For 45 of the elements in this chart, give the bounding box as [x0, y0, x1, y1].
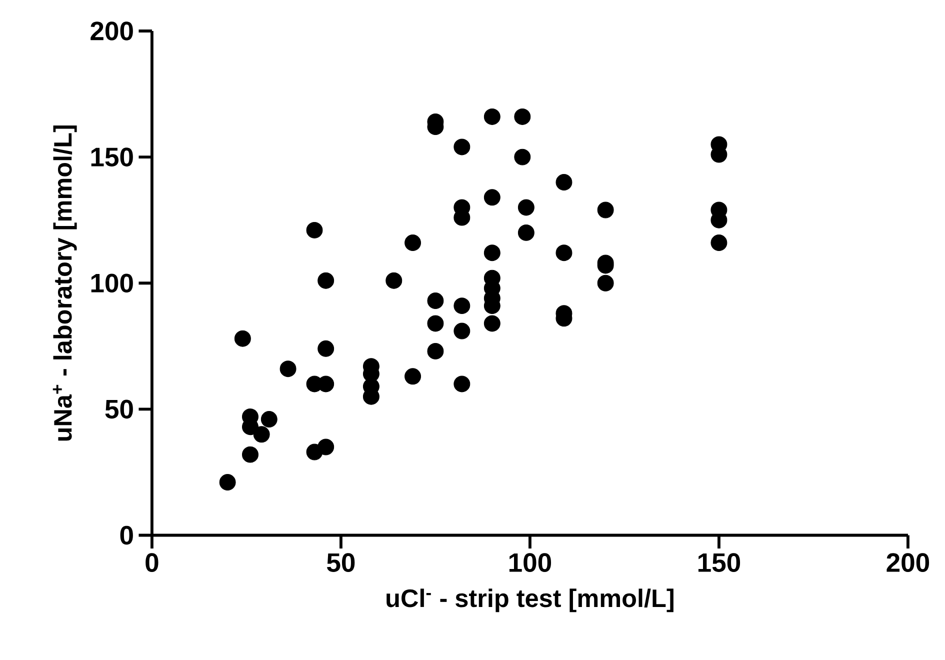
point	[484, 189, 500, 206]
y-tick-label: 0	[120, 526, 133, 545]
point	[306, 222, 323, 238]
point	[556, 244, 572, 262]
y-axis-title: uNa$^{+}$ - laboratory [mmol/L]	[52, 126, 77, 441]
point	[597, 202, 614, 218]
point	[253, 426, 270, 443]
point	[260, 411, 278, 428]
y-tick-label: 200	[90, 22, 133, 40]
x-tick-label: 50	[326, 553, 355, 572]
point	[454, 376, 470, 392]
point	[518, 199, 534, 216]
x-axis-title: uCl$^{-}$ - strip test [mmol/L]	[386, 588, 674, 612]
point	[318, 340, 334, 357]
point	[514, 148, 531, 166]
point	[386, 272, 402, 289]
point	[454, 298, 470, 314]
x-tick-label: 150	[698, 553, 740, 572]
point	[514, 108, 531, 125]
x-tick-label: 200	[886, 553, 930, 572]
point	[318, 272, 334, 289]
point	[219, 474, 236, 491]
point	[318, 438, 334, 456]
point	[234, 330, 251, 347]
point	[484, 108, 500, 125]
point	[242, 446, 258, 463]
x-tick-label: 0	[146, 553, 158, 572]
y-tick-label: 100	[91, 274, 133, 293]
point	[280, 360, 296, 378]
point	[427, 315, 444, 332]
point	[404, 368, 422, 385]
point	[484, 244, 500, 262]
point	[710, 234, 728, 252]
point	[404, 234, 422, 252]
point	[484, 315, 500, 332]
y-tick-label: 150	[91, 148, 133, 166]
point	[556, 174, 572, 191]
point	[518, 224, 534, 241]
point	[427, 292, 444, 310]
point	[597, 274, 614, 292]
y-tick-label: 50	[105, 400, 133, 419]
x-tick-label: 100	[509, 553, 552, 572]
point	[427, 342, 444, 360]
point	[454, 322, 470, 340]
point	[454, 138, 470, 156]
